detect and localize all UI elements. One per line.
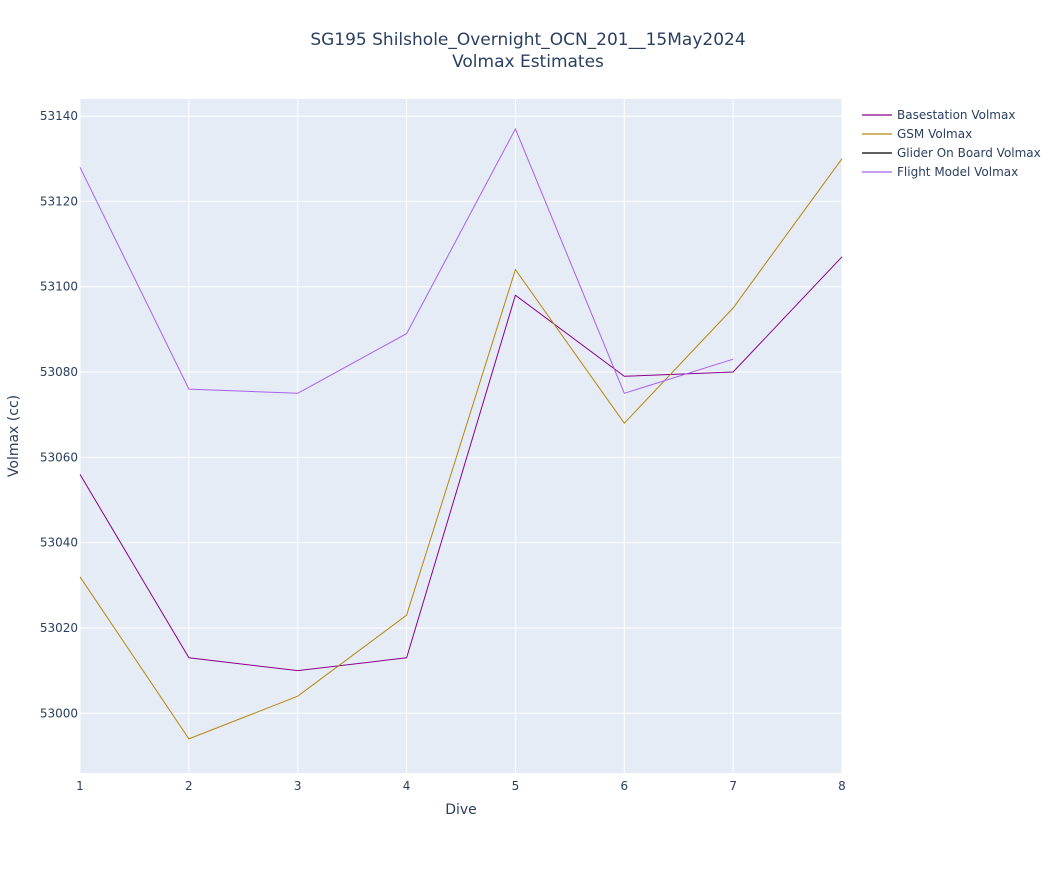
y-tick-label: 53140 (40, 109, 78, 123)
legend-item[interactable]: Flight Model Volmax (862, 165, 1018, 179)
legend[interactable]: Basestation Volmax GSM Volmax Glider On Bo… (862, 108, 1041, 179)
y-tick-label: 53100 (40, 280, 78, 294)
plot-area (80, 99, 842, 773)
y-tick-label: 53020 (40, 621, 78, 635)
legend-label: Basestation Volmax (897, 108, 1015, 122)
series-line-4 (79, 127, 734, 394)
x-tick-label: 7 (729, 779, 737, 793)
chart-subtitle: Volmax Estimates (452, 52, 604, 72)
x-tick-label: 5 (512, 779, 520, 793)
y-tick-label: 53000 (40, 706, 78, 720)
x-tick-label: 2 (185, 779, 193, 793)
y-axis-ticks: 53000 53020 53040 53060 53080 53100 53120 53140 (40, 109, 78, 720)
x-tick-label: 4 (403, 779, 411, 793)
y-tick-label: 53120 (40, 194, 78, 208)
x-tick-label: 1 (76, 779, 84, 793)
legend-item[interactable]: Glider On Board Volmax (862, 146, 1041, 160)
legend-item[interactable]: GSM Volmax (862, 127, 972, 141)
y-tick-label: 53060 (40, 450, 78, 464)
grid (79, 99, 843, 773)
x-axis-ticks: 1 2 3 4 5 6 7 8 (76, 779, 846, 793)
legend-label: Flight Model Volmax (897, 165, 1018, 179)
y-tick-label: 53080 (40, 365, 78, 379)
x-tick-label: 3 (294, 779, 302, 793)
y-axis-title: Volmax (cc) (6, 395, 22, 477)
legend-item[interactable]: Basestation Volmax (862, 108, 1015, 122)
legend-label: Glider On Board Volmax (897, 146, 1041, 160)
series-lines (79, 127, 843, 740)
x-tick-label: 6 (620, 779, 628, 793)
x-axis-title: Dive (445, 802, 477, 818)
y-tick-label: 53040 (40, 536, 78, 550)
legend-label: GSM Volmax (897, 127, 972, 141)
series-line-2 (79, 158, 843, 740)
x-tick-label: 8 (838, 779, 846, 793)
series-line-1 (79, 256, 843, 672)
chart-title: SG195 Shilshole_Overnight_OCN_201__15May… (310, 30, 745, 50)
